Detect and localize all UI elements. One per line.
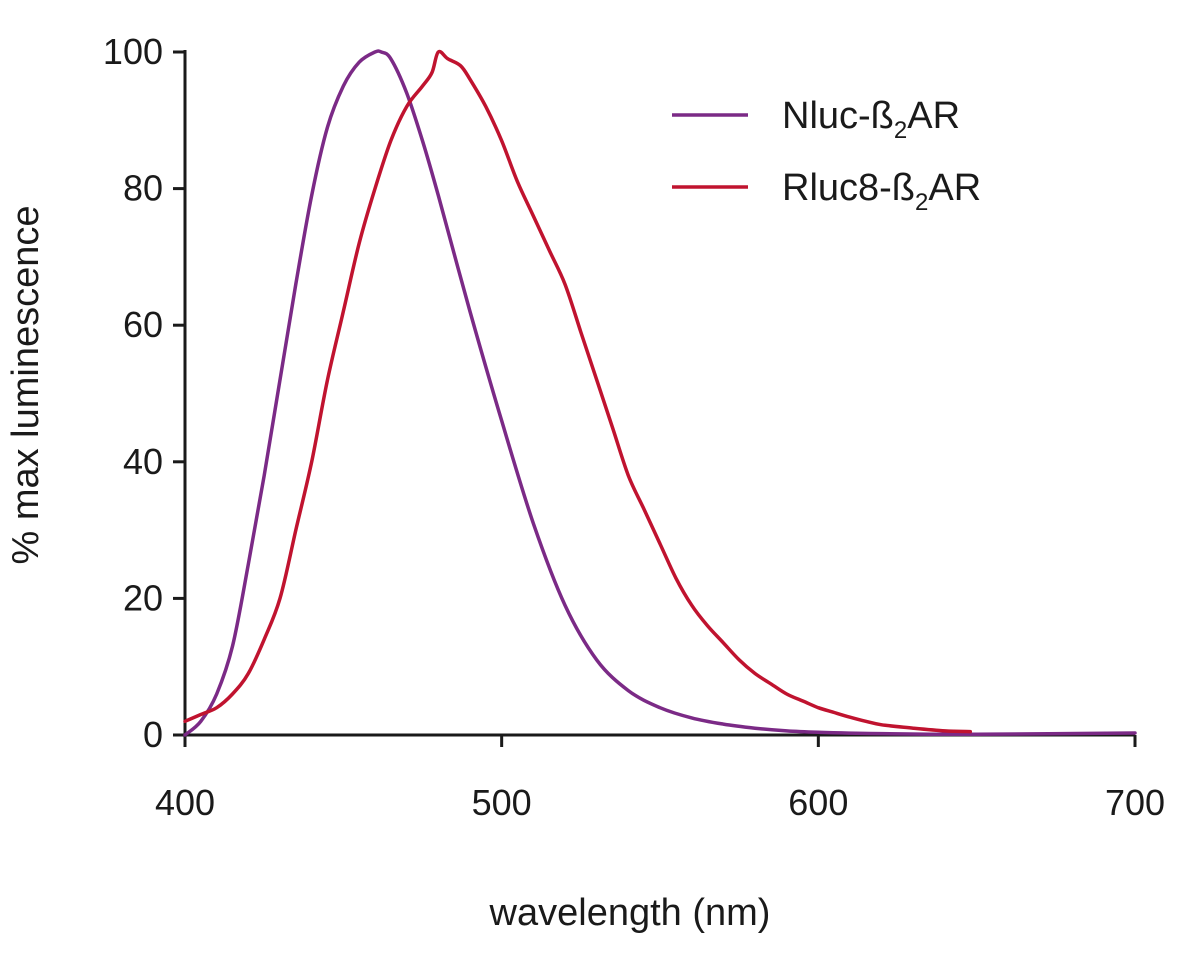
- y-tick-label: 20: [123, 577, 163, 618]
- nluc-series-line: [183, 49, 1137, 737]
- ticks: 0 20 40 60 80 100 400 500 600 700: [103, 31, 1165, 823]
- legend: Nluc-ß2AR Rluc8-ß2AR: [672, 95, 981, 216]
- y-axis-title: % max luminescence: [5, 205, 47, 564]
- y-tick-label: 0: [143, 714, 163, 755]
- y-tick-label: 60: [123, 304, 163, 345]
- x-tick-label: 400: [155, 782, 215, 823]
- rluc8-series-line: [183, 49, 973, 734]
- x-tick-label: 600: [788, 782, 848, 823]
- series-layer: [183, 49, 1137, 737]
- y-tick-label: 80: [123, 168, 163, 209]
- x-tick-label: 700: [1105, 782, 1165, 823]
- legend-entry: Nluc-ß2AR: [782, 95, 960, 144]
- y-tick-label: 100: [103, 31, 163, 72]
- y-tick-label: 40: [123, 441, 163, 482]
- legend-entry: Rluc8-ß2AR: [782, 167, 981, 216]
- x-axis-title: wavelength (nm): [489, 892, 771, 934]
- x-tick-label: 500: [472, 782, 532, 823]
